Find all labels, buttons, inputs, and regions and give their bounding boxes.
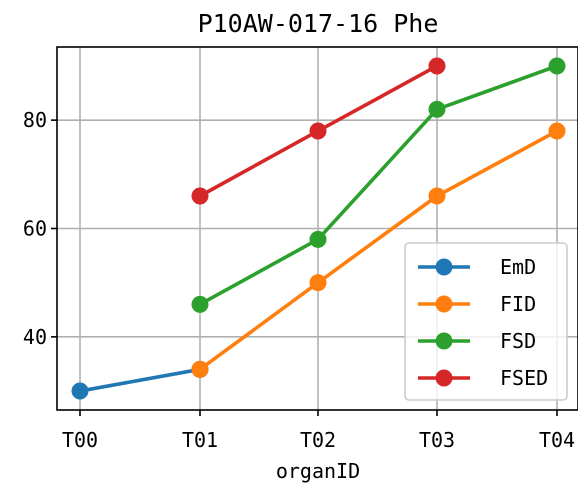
- legend-item-fid: FID: [418, 292, 536, 316]
- chart-title: P10AW-017-16 Phe: [198, 9, 439, 38]
- x-tick-label: T02: [300, 428, 336, 452]
- x-tick-label: T04: [539, 428, 575, 452]
- data-point: [71, 382, 89, 400]
- data-point: [428, 187, 446, 205]
- data-point: [191, 187, 209, 205]
- legend-label: FSED: [500, 366, 548, 390]
- series-emd: [71, 360, 209, 400]
- x-axis-label: organID: [276, 459, 360, 483]
- data-point: [309, 122, 327, 140]
- series-line: [77, 367, 203, 394]
- legend-marker: [435, 258, 453, 276]
- legend: EmD FID FSD FSED: [404, 242, 568, 401]
- data-point: [428, 100, 446, 118]
- x-tick-label: T01: [182, 428, 218, 452]
- x-tick-label: T00: [62, 428, 98, 452]
- x-tick-label: T03: [419, 428, 455, 452]
- legend-label: EmD: [500, 255, 536, 279]
- legend-label: FSD: [500, 329, 536, 353]
- legend-item-fsd: FSD: [418, 329, 536, 353]
- data-point: [191, 360, 209, 378]
- legend-marker: [435, 369, 453, 387]
- data-point: [191, 295, 209, 313]
- data-point: [548, 57, 566, 75]
- y-tick-label: 40: [23, 325, 47, 349]
- y-tick-label: 60: [23, 217, 47, 241]
- data-point: [309, 230, 327, 248]
- legend-item-emd: EmD: [418, 255, 536, 279]
- data-point: [548, 122, 566, 140]
- x-axis: T00 T01 T02 T03 T04: [62, 410, 575, 452]
- series-line: [197, 128, 560, 372]
- series-line: [197, 63, 560, 307]
- y-axis: 40 60 80: [23, 108, 57, 349]
- series-fid: [191, 122, 566, 378]
- series-layer: [71, 57, 566, 400]
- data-point: [428, 57, 446, 75]
- legend-marker: [435, 332, 453, 350]
- legend-box: [404, 242, 568, 401]
- legend-item-fsed: FSED: [418, 366, 548, 390]
- series-fsed: [191, 57, 446, 205]
- legend-marker: [435, 295, 453, 313]
- legend-label: FID: [500, 292, 536, 316]
- y-tick-label: 80: [23, 108, 47, 132]
- series-fsd: [191, 57, 566, 313]
- data-point: [309, 274, 327, 292]
